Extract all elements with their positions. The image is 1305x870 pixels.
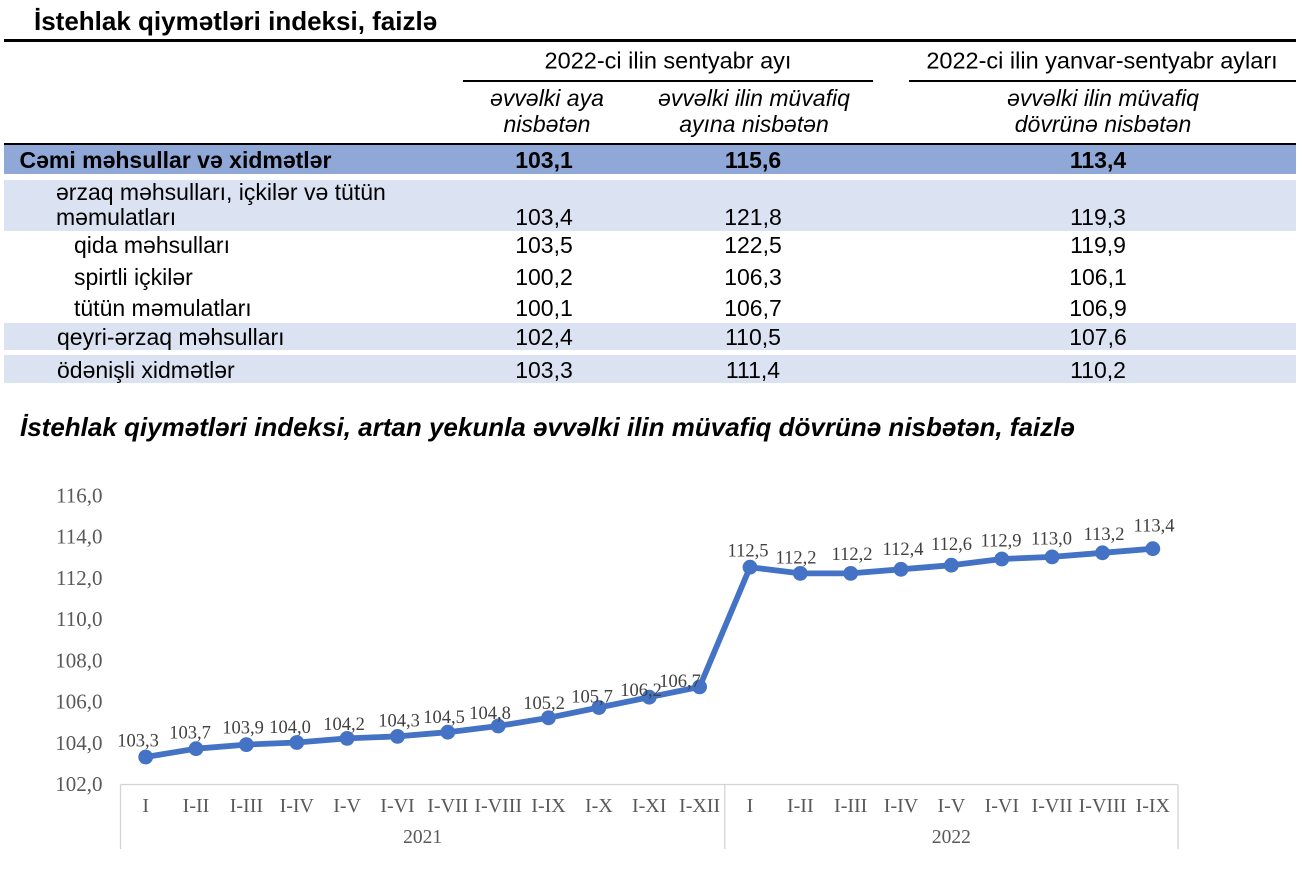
svg-text:112,0: 112,0 xyxy=(56,566,102,590)
svg-text:I-VII: I-VII xyxy=(427,795,468,817)
svg-text:112,2: 112,2 xyxy=(776,549,817,569)
svg-text:I-XII: I-XII xyxy=(679,795,720,817)
svg-text:I-XI: I-XI xyxy=(632,795,666,817)
svg-text:116,0: 116,0 xyxy=(56,483,102,507)
svg-text:106,7: 106,7 xyxy=(659,672,701,692)
svg-text:112,6: 112,6 xyxy=(931,535,972,555)
svg-text:I: I xyxy=(142,795,149,817)
svg-text:2021: 2021 xyxy=(403,827,442,848)
svg-text:I-IX: I-IX xyxy=(1136,795,1171,817)
svg-text:114,0: 114,0 xyxy=(56,525,102,549)
svg-text:108,0: 108,0 xyxy=(55,648,102,672)
svg-text:103,9: 103,9 xyxy=(222,719,264,739)
svg-text:112,9: 112,9 xyxy=(981,531,1022,551)
svg-text:104,3: 104,3 xyxy=(378,712,420,732)
svg-text:106,2: 106,2 xyxy=(620,681,662,701)
svg-text:103,3: 103,3 xyxy=(117,731,159,751)
svg-text:I-VIII: I-VIII xyxy=(474,795,522,817)
svg-text:110,0: 110,0 xyxy=(56,607,102,631)
svg-text:113,0: 113,0 xyxy=(1031,530,1072,550)
svg-text:I-VI: I-VI xyxy=(985,795,1019,817)
svg-text:I-IX: I-IX xyxy=(531,795,566,817)
svg-text:104,8: 104,8 xyxy=(469,704,511,724)
svg-text:2022: 2022 xyxy=(932,827,971,848)
svg-text:103,7: 103,7 xyxy=(169,724,211,744)
svg-text:105,7: 105,7 xyxy=(571,688,613,708)
svg-text:112,4: 112,4 xyxy=(883,540,924,560)
svg-text:I-VI: I-VI xyxy=(380,795,414,817)
svg-text:I-V: I-V xyxy=(938,795,966,817)
svg-text:I-VII: I-VII xyxy=(1032,795,1073,817)
svg-text:I-X: I-X xyxy=(585,795,613,817)
svg-text:I-V: I-V xyxy=(333,795,361,817)
svg-text:106,0: 106,0 xyxy=(55,690,102,714)
svg-text:112,5: 112,5 xyxy=(728,542,769,562)
svg-text:104,5: 104,5 xyxy=(423,708,465,728)
svg-text:I-VIII: I-VIII xyxy=(1079,795,1127,817)
svg-text:104,0: 104,0 xyxy=(55,731,102,755)
svg-text:112,2: 112,2 xyxy=(832,545,873,565)
svg-text:I-IV: I-IV xyxy=(280,795,315,817)
svg-text:I-III: I-III xyxy=(230,795,263,817)
svg-text:105,2: 105,2 xyxy=(523,694,565,714)
svg-text:I-II: I-II xyxy=(787,795,814,817)
svg-text:104,2: 104,2 xyxy=(323,715,365,735)
svg-text:102,0: 102,0 xyxy=(55,772,102,796)
svg-text:113,2: 113,2 xyxy=(1084,525,1125,545)
svg-text:113,4: 113,4 xyxy=(1134,516,1175,536)
svg-text:104,0: 104,0 xyxy=(269,718,311,738)
svg-text:I: I xyxy=(747,795,754,817)
svg-text:I-IV: I-IV xyxy=(884,795,919,817)
svg-text:I-II: I-II xyxy=(183,795,210,817)
svg-text:I-III: I-III xyxy=(834,795,867,817)
